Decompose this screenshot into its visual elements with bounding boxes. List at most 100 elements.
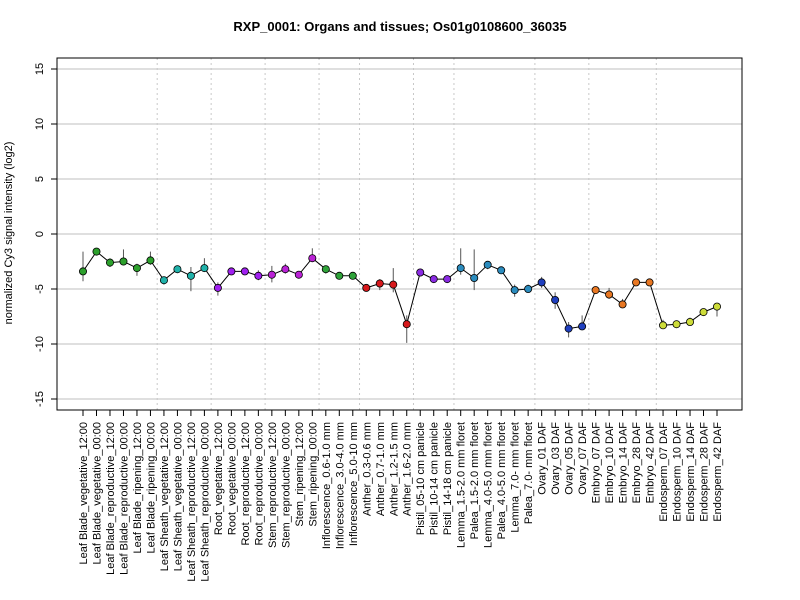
x-tick-label: Inflorescence_5.0-10 mm [348, 422, 360, 546]
y-tick-label: -5 [34, 284, 46, 294]
data-point [645, 278, 654, 287]
x-tick-label: Leaf Sheath_vegetative_12:00 [159, 422, 171, 571]
x-tick-label: Ovary_05 DAF [564, 422, 576, 495]
x-tick-label: Pistil_14-18 cm panicle [442, 422, 454, 535]
data-point [146, 256, 155, 265]
data-point [510, 286, 519, 295]
x-tick-label: Endosperm_14 DAF [685, 422, 697, 522]
y-tick-label: 0 [34, 231, 46, 237]
data-point [713, 302, 722, 311]
data-point [389, 280, 398, 289]
data-point [79, 267, 88, 276]
data-point [119, 257, 128, 266]
y-tick-label: 15 [34, 63, 46, 75]
x-tick-label: Endosperm_28 DAF [699, 422, 711, 522]
x-tick-label: Leaf Sheath_reproductive_00:00 [199, 422, 211, 582]
x-tick-label: Root_reproductive_00:00 [253, 422, 265, 546]
data-point [497, 266, 506, 275]
data-point [429, 275, 438, 284]
x-tick-label: Stem_ripening_12:00 [294, 422, 306, 527]
x-tick-label: Endosperm_07 DAF [658, 422, 670, 522]
x-tick-label: Embryo_10 DAF [604, 422, 616, 504]
x-tick-label: Anther_1.2-1.5 mm [388, 422, 400, 516]
data-point [470, 273, 479, 282]
y-axis: -15 -10 -5 0 5 10 15 [34, 63, 57, 407]
data-point [294, 270, 303, 279]
y-tick-label: 5 [34, 176, 46, 182]
data-point [92, 247, 101, 256]
x-tick-label: Embryo_28 DAF [631, 422, 643, 504]
data-point [456, 264, 465, 273]
x-tick-label: Lemma_1.5-2.0 mm floret [456, 422, 468, 548]
data-point [335, 271, 344, 280]
x-tick-label: Anther_0.7-1.0 mm [375, 422, 387, 516]
x-tick-label: Leaf Sheath_reproductive_12:00 [186, 422, 198, 582]
x-tick-label: Root_reproductive_12:00 [240, 422, 252, 546]
x-tick-label: Anther_1.6-2.0 mm [402, 422, 414, 516]
x-tick-label: Endosperm_42 DAF [712, 422, 724, 522]
x-tick-label: Embryo_42 DAF [645, 422, 657, 504]
data-point [564, 324, 573, 333]
data-point [105, 258, 114, 267]
x-tick-label: Lemma_7.0- mm floret [510, 422, 522, 533]
data-point [254, 271, 263, 280]
data-point [186, 271, 195, 280]
x-tick-label: Leaf Sheath_vegetative_00:00 [172, 422, 184, 571]
data-point [240, 267, 249, 276]
x-tick-label: Leaf Blade_ripening_12:00 [132, 422, 144, 554]
data-point [267, 270, 276, 279]
data-point [416, 268, 425, 277]
data-point [578, 322, 587, 331]
data-point [348, 271, 357, 280]
data-point [591, 286, 600, 295]
data-point [699, 308, 708, 317]
data-point [200, 264, 209, 273]
data-point [537, 278, 546, 287]
x-tick-label: Inflorescence_0.6-1.0 mm [321, 422, 333, 549]
x-tick-label: Root_vegetative_00:00 [226, 422, 238, 535]
x-tick-label: Embryo_14 DAF [618, 422, 630, 504]
data-point [213, 283, 222, 292]
x-tick-label: Leaf Blade_ripening_00:00 [145, 422, 157, 554]
x-tick-label: Leaf Blade_reproductive_12:00 [105, 422, 117, 575]
x-tick-label: Ovary_03 DAF [550, 422, 562, 495]
x-tick-label: Stem_ripening_00:00 [307, 422, 319, 527]
x-tick-label: Pistil_10-14 cm panicle [429, 422, 441, 535]
x-tick-label: Ovary_07 DAF [577, 422, 589, 495]
data-point [632, 278, 641, 287]
data-point [132, 264, 141, 273]
chart-title: RXP_0001: Organs and tissues; Os01g01086… [233, 19, 566, 34]
x-tick-label: Stem_reproductive_00:00 [280, 422, 292, 548]
data-point [173, 265, 182, 274]
x-tick-label: Lemma_4.0-5.0 mm floret [483, 422, 495, 548]
data-point [618, 300, 627, 309]
x-tick-label: Leaf Blade_reproductive_00:00 [118, 422, 130, 575]
y-tick-label: 10 [34, 118, 46, 130]
x-tick-label: Endosperm_10 DAF [672, 422, 684, 522]
data-point [483, 260, 492, 269]
x-tick-label: Leaf Blade_vegetative_12:00 [78, 422, 90, 565]
x-tick-label: Palea_7.0- mm floret [523, 422, 535, 524]
y-tick-label: -10 [34, 336, 46, 352]
x-tick-label: Stem_reproductive_12:00 [267, 422, 279, 548]
data-point [281, 265, 290, 274]
plot-frame [56, 57, 743, 411]
x-tick-label: Palea_4.0-5.0 mm floret [496, 422, 508, 539]
y-axis-label: normalized Cy3 signal intensity (log2) [3, 142, 15, 325]
x-tick-label: Embryo_07 DAF [591, 422, 603, 504]
data-point [159, 276, 168, 285]
series-layer [79, 247, 722, 343]
data-point [686, 317, 695, 326]
data-point [551, 295, 560, 304]
data-point [524, 284, 533, 293]
x-tick-label: Palea_1.5-2.0 mm floret [469, 422, 481, 539]
x-tick-label: Ovary_01 DAF [537, 422, 549, 495]
x-tick-label: Inflorescence_3.0-4.0 mm [334, 422, 346, 549]
data-point [659, 321, 668, 330]
data-point [605, 290, 614, 299]
x-tick-label: Root_vegetative_12:00 [213, 422, 225, 535]
data-point [321, 265, 330, 274]
x-tick-label: Anther_0.3-0.6 mm [361, 422, 373, 516]
